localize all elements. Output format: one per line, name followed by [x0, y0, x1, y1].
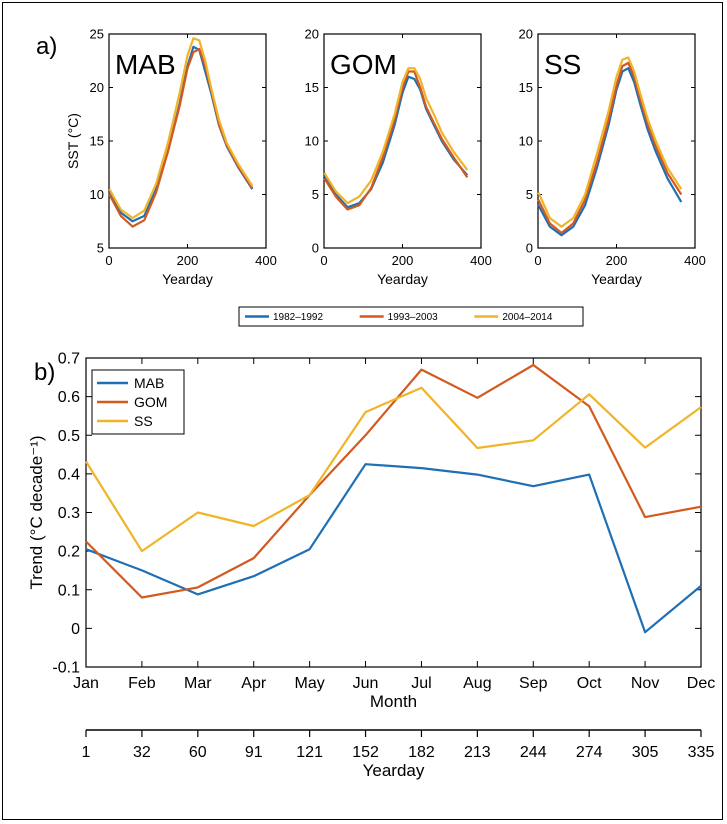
y-tick-label: 0.2: [58, 544, 80, 561]
series-line-trend-mab: [85, 463, 702, 634]
x-tick-label-month: Jun: [353, 675, 379, 692]
plot-frame-gom: [323, 33, 482, 249]
yearday-tick-label: 91: [245, 744, 263, 761]
legend-entry: 1982–1992: [273, 312, 323, 323]
panel-title-gom: GOM: [330, 49, 397, 80]
y-tick-label: 5: [312, 187, 319, 202]
y-axis-label-trend: Trend (°C decade⁻¹): [27, 435, 46, 589]
x-tick-label: 400: [684, 253, 706, 268]
y-tick-label: 0: [71, 621, 80, 638]
yearday-tick-label: 213: [464, 744, 491, 761]
series-line-ss-2: [537, 56, 683, 228]
yearday-tick-label: 1: [82, 744, 91, 761]
y-tick-label: 5: [526, 187, 533, 202]
series-line-gom-2: [323, 67, 469, 205]
x-tick-label-month: Dec: [687, 675, 715, 692]
panel-title-mab: MAB: [115, 49, 176, 80]
legend-entry: 2004–2014: [502, 312, 552, 323]
y-tick-label: 10: [90, 187, 104, 202]
series-line-mab-2: [108, 37, 254, 220]
y-tick-label: 20: [519, 27, 533, 42]
x-axis-label: Yearday: [377, 271, 428, 287]
y-tick-label: 0: [526, 241, 533, 256]
y-tick-label: 0.6: [58, 389, 80, 406]
y-tick-label: 0.5: [58, 428, 80, 445]
yearday-tick-label: 152: [352, 744, 379, 761]
legend-entry: MAB: [134, 375, 164, 391]
plot-frame-ss: [537, 33, 696, 249]
x-axis-label: Yearday: [591, 271, 642, 287]
x-tick-label-month: Apr: [241, 675, 267, 692]
y-tick-label: 15: [519, 80, 533, 95]
yearday-tick-label: 305: [632, 744, 659, 761]
y-tick-label: 20: [305, 27, 319, 42]
yearday-tick-label: 182: [408, 744, 435, 761]
x-tick-label: 200: [606, 253, 628, 268]
y-tick-label: 15: [90, 134, 104, 149]
x-tick-label-month: Nov: [631, 675, 659, 692]
y-tick-label: 25: [90, 27, 104, 42]
y-tick-label: 10: [305, 134, 319, 149]
yearday-tick-label: 121: [296, 744, 323, 761]
series-line-gom-1: [323, 70, 469, 211]
panel-b-label: b): [34, 359, 55, 386]
legend-entry: GOM: [134, 394, 167, 410]
legend-box-a: [238, 306, 584, 327]
x-tick-label-month: May: [295, 675, 325, 692]
y-tick-label: 0.7: [58, 351, 80, 368]
x-tick-label: 0: [320, 253, 327, 268]
x-tick-label: 200: [392, 253, 414, 268]
x-tick-label: 200: [177, 253, 199, 268]
y-axis-label: SST (°C): [65, 113, 81, 169]
x-tick-label-month: Oct: [577, 675, 602, 692]
y-tick-label: 0: [312, 241, 319, 256]
x-axis-label-month: Month: [370, 692, 417, 711]
y-tick-label: 10: [519, 134, 533, 149]
y-tick-label: 20: [90, 80, 104, 95]
y-tick-label: 15: [305, 80, 319, 95]
x-tick-label-month: Jan: [73, 675, 99, 692]
x-tick-label: 0: [534, 253, 541, 268]
yearday-tick-label: 244: [520, 744, 547, 761]
series-line-trend-gom: [85, 363, 702, 599]
x-tick-label-month: Mar: [184, 675, 212, 692]
series-line-ss-0: [537, 67, 683, 237]
y-tick-label: 0.4: [58, 466, 80, 483]
x-tick-label: 0: [105, 253, 112, 268]
x-tick-label-month: Sep: [519, 675, 548, 692]
yearday-tick-label: 335: [688, 744, 715, 761]
series-line-trend-ss: [85, 386, 702, 553]
series-line-ss-1: [537, 61, 683, 235]
x-tick-label: 400: [470, 253, 492, 268]
y-tick-label: 5: [97, 241, 104, 256]
x-tick-label-month: Feb: [128, 675, 156, 692]
legend-entry: SS: [134, 413, 153, 429]
y-tick-label: 0.3: [58, 505, 80, 522]
yearday-tick-label: 32: [133, 744, 151, 761]
panel-title-ss: SS: [544, 49, 581, 80]
panel-a-label: a): [36, 33, 57, 60]
yearday-tick-label: 274: [576, 744, 603, 761]
plot-frame-trend: [85, 357, 702, 668]
x-tick-label: 400: [255, 253, 277, 268]
y-tick-label: -0.1: [52, 660, 80, 677]
x-tick-label-month: Jul: [411, 675, 431, 692]
legend-entry: 1993–2003: [388, 312, 438, 323]
y-tick-label: 0.1: [58, 582, 80, 599]
yearday-tick-label: 60: [189, 744, 207, 761]
x-axis-label: Yearday: [162, 271, 213, 287]
x-tick-label-month: Aug: [463, 675, 491, 692]
x-axis-label-yearday: Yearday: [363, 761, 425, 780]
